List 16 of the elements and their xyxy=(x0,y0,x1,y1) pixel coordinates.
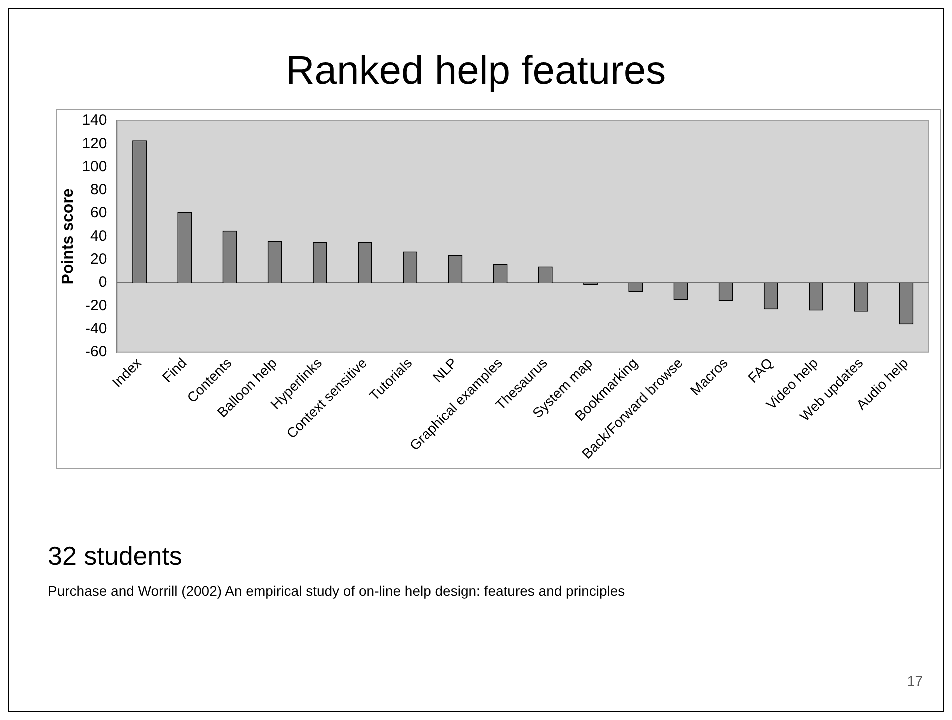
y-tick-label: 40 xyxy=(90,228,108,245)
text: 17 xyxy=(907,673,923,689)
text: Purchase and Worrill (2002) An empirical study of on-line help design: features and principles xyxy=(48,583,626,599)
y-axis-title: Points score xyxy=(60,188,78,285)
text: 32 students xyxy=(48,541,182,572)
y-tick-label: 60 xyxy=(90,204,108,222)
y-tick-label: -60 xyxy=(86,344,108,361)
y-tick-label: 120 xyxy=(82,135,108,152)
y-tick-label: 0 xyxy=(98,274,108,292)
y-tick-label: 140 xyxy=(82,112,108,130)
y-tick-label: 80 xyxy=(90,182,108,199)
y-tick-label: 100 xyxy=(82,158,108,176)
chart-title: Ranked help features xyxy=(284,49,668,94)
y-tick-label: -20 xyxy=(86,297,108,314)
y-tick-label: -40 xyxy=(86,320,108,338)
y-tick-label: 20 xyxy=(90,250,108,268)
